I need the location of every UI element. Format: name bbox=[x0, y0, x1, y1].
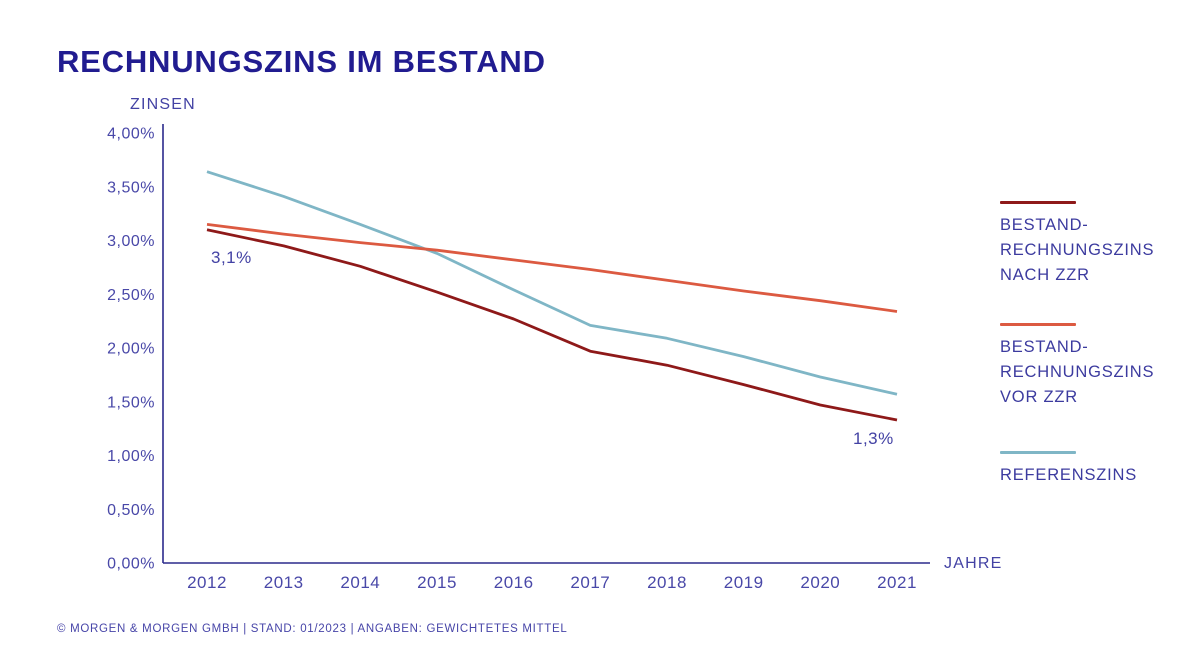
y-tick-label: 0,00% bbox=[107, 556, 155, 573]
x-tick-label: 2019 bbox=[724, 573, 764, 592]
y-tick-label: 3,00% bbox=[107, 233, 155, 250]
y-axis-title: ZINSEN bbox=[130, 96, 196, 113]
legend-label: REFERENSZINS bbox=[1000, 466, 1138, 484]
legend-line-swatch-nach-zzr bbox=[1000, 201, 1076, 204]
x-tick-label: 2021 bbox=[877, 573, 917, 592]
x-axis-title: JAHRE bbox=[944, 555, 1003, 572]
chart-title: RECHNUNGSZINS IM BESTAND bbox=[57, 44, 546, 79]
legend-label: BESTAND-RECHNUNGSZINS VOR ZZR bbox=[1000, 338, 1155, 406]
x-tick-label: 2016 bbox=[494, 573, 534, 592]
x-tick-label: 2017 bbox=[570, 573, 610, 592]
y-tick-label: 3,50% bbox=[107, 179, 155, 196]
legend-line-swatch-referenszins bbox=[1000, 451, 1076, 454]
y-tick-label: 0,50% bbox=[107, 502, 155, 519]
series-line-bestand-rechnungszins-nach-zzr bbox=[206, 228, 898, 422]
x-tick-label: 2012 bbox=[187, 573, 227, 592]
y-tick-label: 1,00% bbox=[107, 448, 155, 465]
x-tick-label: 2013 bbox=[264, 573, 304, 592]
x-tick-label: 2020 bbox=[800, 573, 840, 592]
y-tick-label: 2,00% bbox=[107, 341, 155, 358]
data-point-label: 1,3% bbox=[853, 429, 894, 448]
y-tick-label: 2,50% bbox=[107, 287, 155, 304]
y-tick-label: 4,00% bbox=[107, 126, 155, 143]
legend-item-vor-zzr: BESTAND-RECHNUNGSZINS VOR ZZR bbox=[1000, 323, 1160, 410]
series-line-referenszins bbox=[206, 170, 898, 396]
x-tick-label: 2015 bbox=[417, 573, 457, 592]
data-point-label: 3,1% bbox=[211, 248, 252, 267]
legend-item-referenszins: REFERENSZINS bbox=[1000, 451, 1160, 488]
legend-item-nach-zzr: BESTAND-RECHNUNGSZINS NACH ZZR bbox=[1000, 201, 1160, 288]
x-tick-label: 2018 bbox=[647, 573, 687, 592]
x-tick-label: 2014 bbox=[340, 573, 380, 592]
y-tick-label: 1,50% bbox=[107, 394, 155, 411]
copyright-footnote: © MORGEN & MORGEN GMBH | STAND: 01/2023 … bbox=[57, 623, 568, 635]
legend-line-swatch-vor-zzr bbox=[1000, 323, 1076, 326]
legend-label: BESTAND-RECHNUNGSZINS NACH ZZR bbox=[1000, 216, 1155, 284]
series-line-bestand-rechnungszins-vor-zzr bbox=[206, 223, 898, 313]
